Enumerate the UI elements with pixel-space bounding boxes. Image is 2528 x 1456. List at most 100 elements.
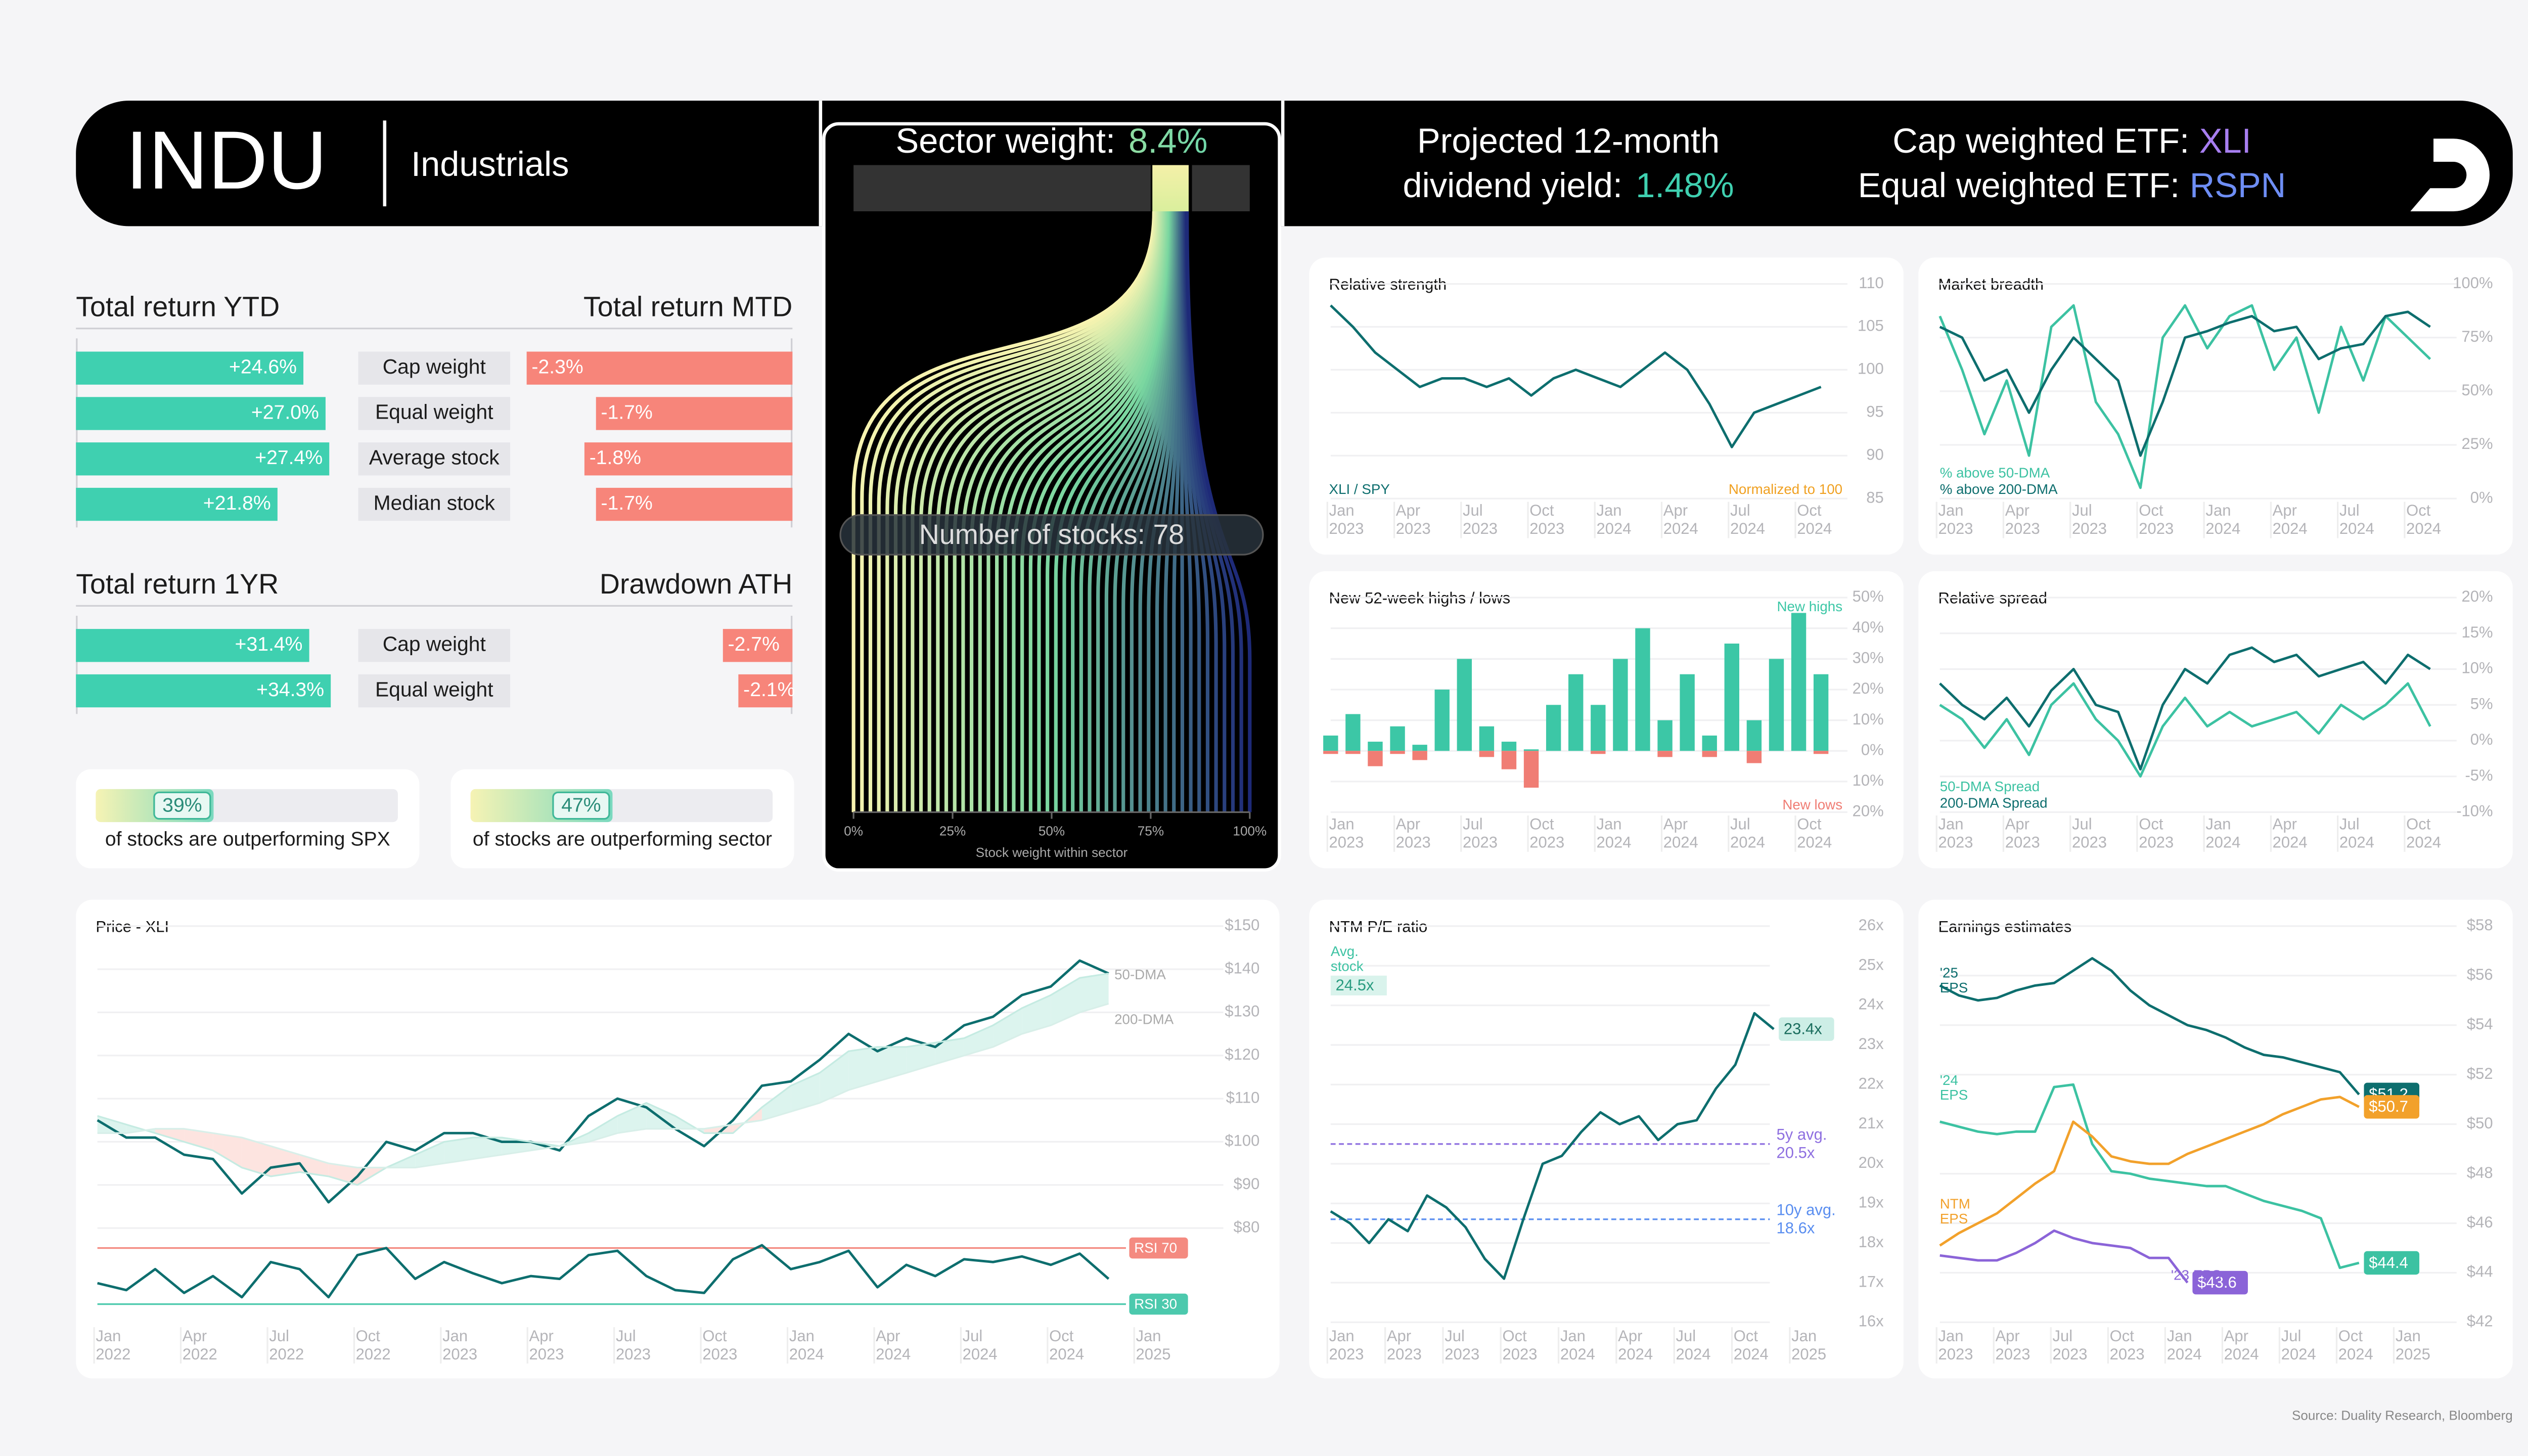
bar — [1434, 689, 1450, 751]
y-tick-label: 95 — [1866, 403, 1884, 421]
dma-band — [1051, 978, 1080, 1026]
legend-label: 200-DMA Spread — [1940, 795, 2048, 811]
y-tick-label: 0% — [2470, 731, 2493, 748]
ref-name: 10y avg. — [1776, 1201, 1835, 1219]
y-tick-label: 100 — [1858, 360, 1884, 378]
bar — [1813, 751, 1829, 754]
return-label: -2.3% — [531, 356, 583, 378]
row-label: Median stock — [374, 491, 495, 514]
dma-band — [386, 1155, 416, 1168]
annotation-bg — [1330, 975, 1387, 995]
y-tick-label: 19x — [1859, 1194, 1884, 1211]
ref-value: 20.5x — [1776, 1144, 1815, 1162]
y-tick-label: 30% — [1853, 649, 1884, 667]
x-tick-label: Apr 2023 — [1396, 502, 1431, 537]
dma-band — [444, 1137, 473, 1164]
x-tick-label: Apr 2023 — [2005, 502, 2040, 537]
y-tick-label: 90 — [1866, 445, 1884, 463]
x-tick-label: Jan 2024 — [1560, 1327, 1595, 1363]
bar — [1501, 742, 1517, 751]
cap-label: Cap weighted ETF: — [1892, 121, 2189, 160]
row-label-bg — [358, 487, 510, 521]
dma-band — [328, 1163, 357, 1185]
dma-band — [213, 1133, 242, 1168]
x-tick-label: Jan 2025 — [1791, 1327, 1826, 1363]
x-tick-label: Jul 2023 — [616, 1327, 651, 1363]
stat-pill — [153, 791, 211, 820]
return-label: -1.7% — [601, 401, 653, 423]
legend-label: XLI / SPY — [1329, 481, 1390, 497]
x-axis-label: Stock weight within sector — [976, 845, 1128, 860]
table-title: Drawdown ATH — [600, 568, 792, 600]
bar — [1457, 659, 1472, 751]
return-label: +24.6% — [229, 356, 297, 378]
header-band — [76, 101, 2513, 226]
return-label: -1.8% — [590, 447, 641, 469]
x-tick-label: Jan 2025 — [1136, 1327, 1171, 1363]
x-tick-label: Jan 2023 — [1938, 502, 1973, 537]
dividend-line: dividend yield: 1.48% — [1403, 166, 1734, 205]
value-tag-bg — [1129, 1237, 1188, 1259]
x-tick-label: Jul 2023 — [1463, 502, 1498, 537]
bar — [1479, 751, 1495, 757]
y-tick-label: 100% — [2453, 274, 2493, 292]
x-tick-label: Oct 2024 — [1049, 1327, 1084, 1363]
equal-etf-line: Equal weighted ETF: RSPN — [1858, 166, 2286, 205]
x-tick-label: Oct 2024 — [1797, 815, 1832, 851]
dma-band — [1079, 973, 1109, 1013]
dma-band — [270, 1146, 300, 1176]
return-label: -1.7% — [601, 492, 653, 514]
bar — [1680, 674, 1695, 751]
stat-value: 47% — [561, 794, 601, 816]
y-tick-label: 18x — [1859, 1233, 1884, 1251]
bar — [1501, 751, 1517, 769]
y-tick-label: 10% — [1853, 771, 1884, 789]
weight-bar-track — [853, 165, 1151, 211]
return-bar — [76, 397, 326, 430]
y-tick-label: $50 — [2467, 1114, 2493, 1132]
dma-band — [299, 1155, 329, 1176]
row-label-bg — [358, 397, 510, 430]
dma-band — [242, 1137, 271, 1176]
return-bar — [738, 674, 793, 708]
chart-card — [1309, 899, 1904, 1379]
series-line — [1939, 1229, 2189, 1284]
stat-value: 39% — [162, 794, 202, 816]
bar — [1791, 613, 1807, 751]
y-tick-label: 17x — [1859, 1272, 1884, 1290]
bar — [1746, 720, 1762, 751]
dma-band — [761, 1085, 791, 1120]
y-tick-label: -10% — [2456, 802, 2493, 820]
x-tick-label: Jan 2023 — [1938, 815, 1973, 851]
x-tick-label: Jul 2024 — [1676, 1327, 1710, 1363]
x-tick-label: Apr 2023 — [1387, 1327, 1422, 1363]
x-tick-label: Jan 2025 — [2396, 1327, 2430, 1363]
bar — [1546, 705, 1561, 751]
y-tick-label: $52 — [2467, 1065, 2493, 1082]
x-tick-label: Jul 2022 — [269, 1327, 304, 1363]
legend-label: % above 200-DMA — [1940, 481, 2058, 497]
x-tick-label: Jan 2024 — [789, 1327, 824, 1363]
stocks-pill — [839, 514, 1264, 556]
return-bar — [76, 442, 330, 476]
series-line — [97, 972, 1109, 1186]
y-tick-label: 10% — [2462, 659, 2493, 677]
y-tick-label: 50% — [1853, 587, 1884, 605]
x-tick-label: Oct 2023 — [1503, 1327, 1538, 1363]
series-line — [97, 1244, 1110, 1299]
table-title: Total return YTD — [76, 291, 280, 322]
stat-text: of stocks are outperforming SPX — [105, 828, 390, 850]
x-tick-label: Oct 2024 — [2406, 502, 2441, 537]
x-tick-label: Jul 2024 — [1730, 815, 1765, 851]
return-bar — [76, 487, 278, 521]
y-tick-label: 26x — [1859, 916, 1884, 934]
y-tick-label: $46 — [2467, 1213, 2493, 1231]
y-tick-label: 25% — [2462, 435, 2493, 452]
y-tick-label: $130 — [1225, 1003, 1259, 1020]
y-tick-label: $100 — [1225, 1132, 1259, 1150]
value-tag: RSI 30 — [1134, 1296, 1177, 1312]
x-tick-label: Jul 2024 — [2281, 1327, 2316, 1363]
legend-label: New highs — [1777, 599, 1843, 614]
y-tick-label: $58 — [2467, 916, 2493, 934]
